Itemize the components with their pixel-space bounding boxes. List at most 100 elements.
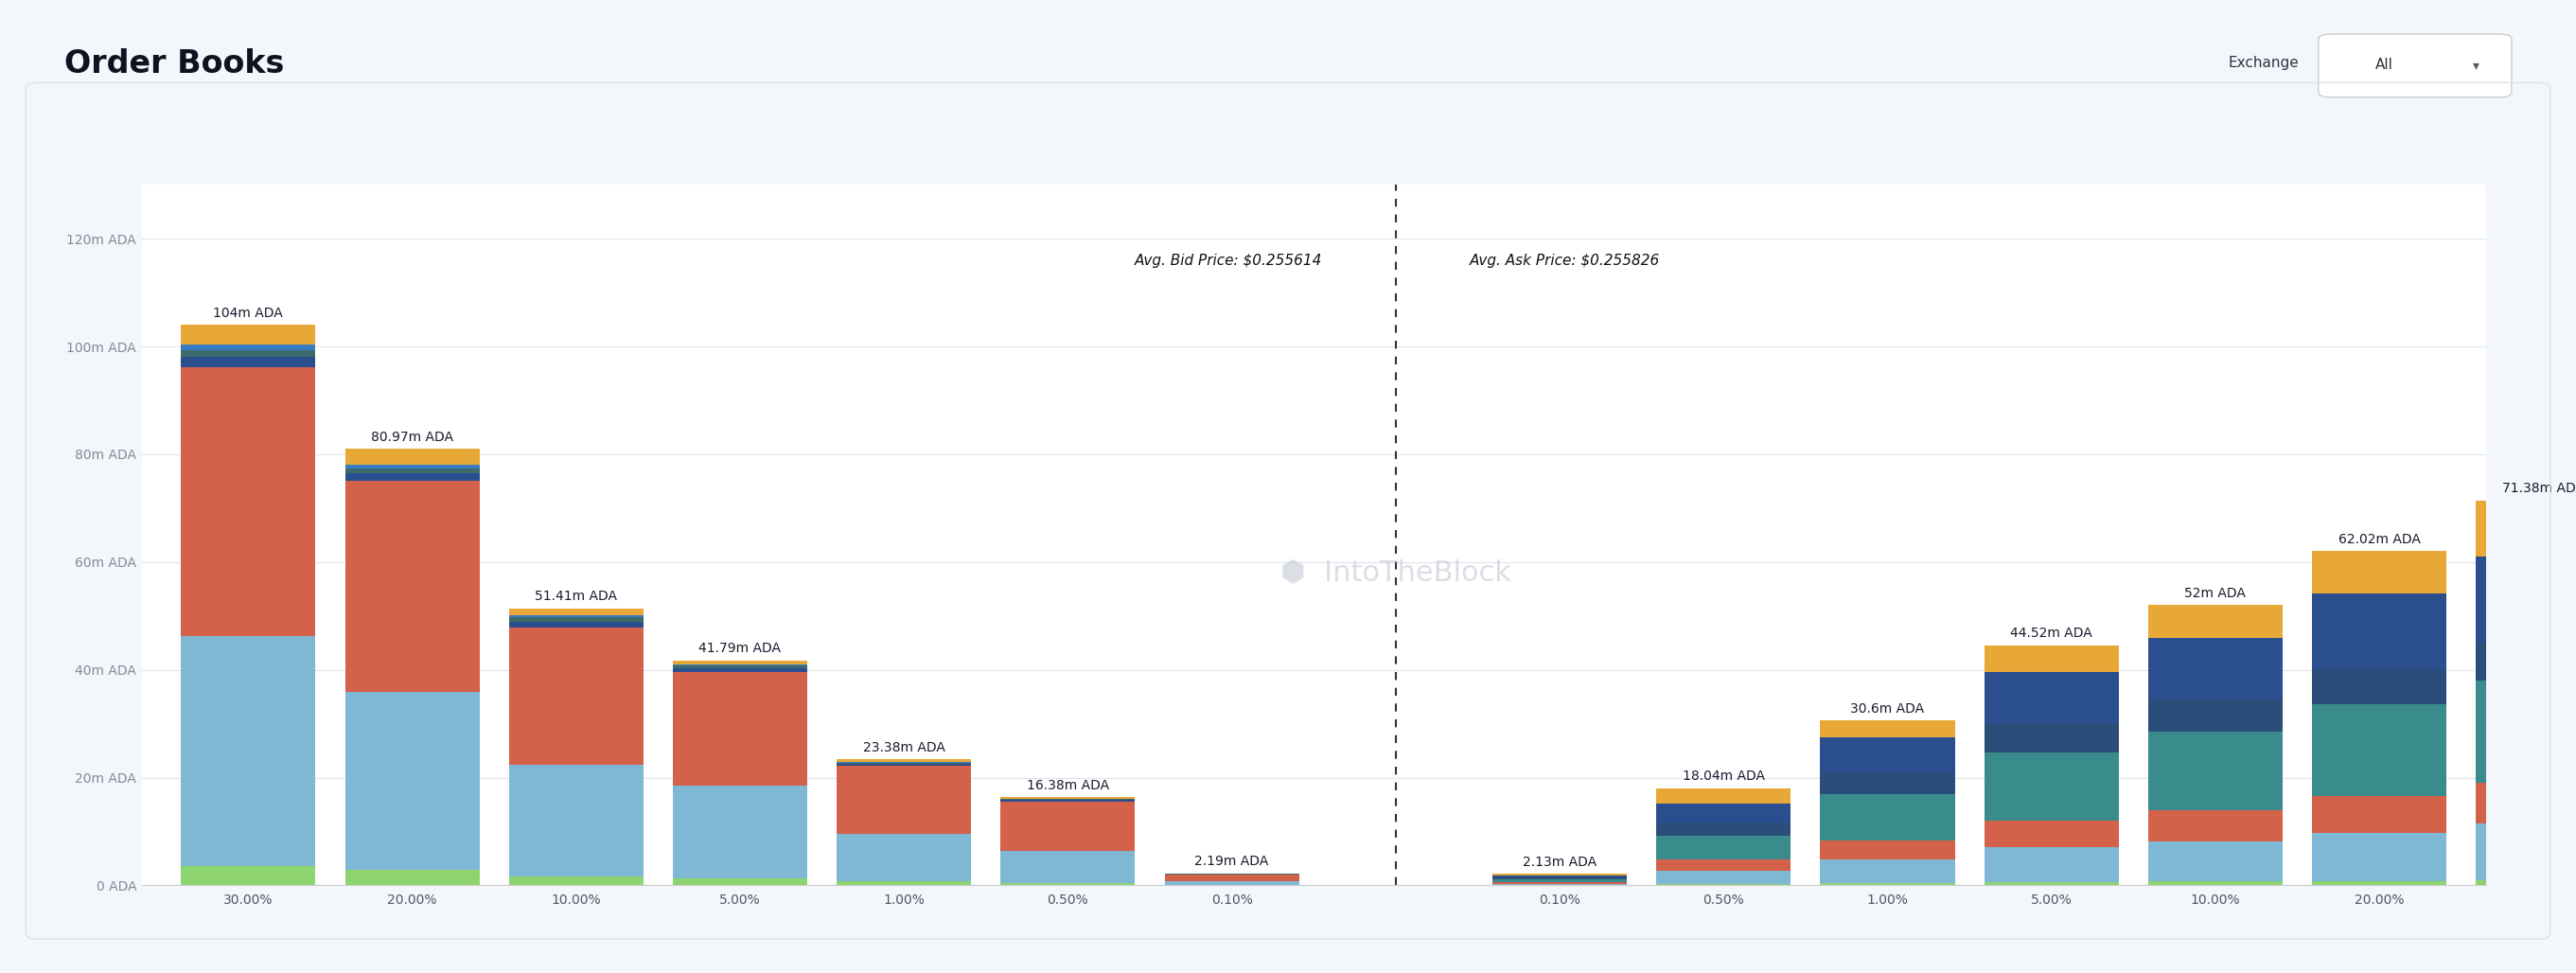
Text: 71.38m ADA: 71.38m ADA bbox=[2501, 483, 2576, 495]
Bar bbox=[1492, 876, 1628, 878]
Bar bbox=[672, 666, 806, 668]
Text: 23.38m ADA: 23.38m ADA bbox=[863, 740, 945, 754]
Text: 18.04m ADA: 18.04m ADA bbox=[1682, 770, 1765, 783]
Bar bbox=[2313, 594, 2447, 669]
Text: ⬢  IntoTheBlock: ⬢ IntoTheBlock bbox=[1280, 559, 1512, 587]
Bar bbox=[837, 764, 971, 766]
Bar bbox=[2476, 681, 2576, 783]
Text: 80.97m ADA: 80.97m ADA bbox=[371, 430, 453, 444]
Bar bbox=[999, 850, 1136, 883]
Bar bbox=[345, 468, 479, 473]
Bar bbox=[1984, 672, 2117, 723]
Bar bbox=[672, 661, 806, 665]
Bar bbox=[1492, 883, 1628, 885]
Bar bbox=[510, 608, 644, 615]
Bar bbox=[672, 672, 806, 785]
Bar bbox=[1656, 860, 1790, 871]
Bar bbox=[1821, 738, 1955, 773]
Bar bbox=[2148, 732, 2282, 810]
Bar bbox=[672, 668, 806, 672]
Bar bbox=[2476, 501, 2576, 557]
Bar bbox=[1821, 721, 1955, 738]
Bar bbox=[180, 325, 314, 344]
Bar bbox=[510, 877, 644, 885]
Bar bbox=[1164, 875, 1298, 882]
Bar bbox=[1984, 723, 2117, 753]
Bar bbox=[2313, 833, 2447, 882]
Bar bbox=[1164, 882, 1298, 885]
Text: Avg. Ask Price: $0.255826: Avg. Ask Price: $0.255826 bbox=[1468, 253, 1659, 268]
Bar bbox=[837, 763, 971, 764]
Bar bbox=[999, 797, 1136, 799]
Text: ▾: ▾ bbox=[2473, 58, 2481, 72]
Bar bbox=[1492, 880, 1628, 883]
Bar bbox=[1821, 773, 1955, 794]
Bar bbox=[510, 765, 644, 877]
Bar bbox=[837, 834, 971, 882]
Text: 52m ADA: 52m ADA bbox=[2184, 587, 2246, 599]
Bar bbox=[2476, 823, 2576, 880]
Bar bbox=[345, 473, 479, 481]
Bar bbox=[1821, 883, 1955, 885]
Bar bbox=[510, 622, 644, 628]
Bar bbox=[999, 802, 1136, 850]
Bar bbox=[2476, 783, 2576, 823]
Text: 44.52m ADA: 44.52m ADA bbox=[2009, 627, 2092, 640]
Bar bbox=[1656, 871, 1790, 884]
Text: All: All bbox=[2375, 58, 2393, 72]
Bar bbox=[1492, 878, 1628, 880]
Bar bbox=[180, 344, 314, 350]
Text: Exchange: Exchange bbox=[2228, 56, 2298, 70]
Bar bbox=[345, 692, 479, 870]
Bar bbox=[345, 481, 479, 692]
Bar bbox=[1984, 645, 2117, 672]
FancyBboxPatch shape bbox=[2318, 34, 2512, 97]
Bar bbox=[2313, 796, 2447, 833]
Bar bbox=[2313, 669, 2447, 704]
Text: Avg. Bid Price: $0.255614: Avg. Bid Price: $0.255614 bbox=[1133, 253, 1321, 268]
Bar bbox=[2148, 810, 2282, 842]
Bar bbox=[180, 866, 314, 885]
Bar bbox=[510, 615, 644, 618]
Bar bbox=[2148, 842, 2282, 882]
Bar bbox=[345, 450, 479, 464]
Text: 30.6m ADA: 30.6m ADA bbox=[1850, 702, 1924, 715]
Bar bbox=[2148, 637, 2282, 700]
Bar bbox=[2313, 882, 2447, 885]
Bar bbox=[2148, 882, 2282, 885]
Bar bbox=[345, 870, 479, 885]
Bar bbox=[837, 766, 971, 834]
Bar bbox=[1984, 820, 2117, 847]
Text: 2.19m ADA: 2.19m ADA bbox=[1195, 855, 1270, 868]
Bar bbox=[672, 785, 806, 879]
Bar bbox=[999, 800, 1136, 802]
Text: 62.02m ADA: 62.02m ADA bbox=[2339, 532, 2421, 546]
Bar bbox=[180, 367, 314, 636]
Text: 104m ADA: 104m ADA bbox=[214, 306, 283, 319]
Text: 16.38m ADA: 16.38m ADA bbox=[1028, 778, 1110, 792]
Text: 51.41m ADA: 51.41m ADA bbox=[536, 590, 618, 603]
Bar bbox=[2476, 880, 2576, 885]
Text: Order Books: Order Books bbox=[64, 49, 283, 80]
Bar bbox=[1656, 804, 1790, 822]
Bar bbox=[2476, 557, 2576, 643]
Bar bbox=[1656, 836, 1790, 860]
Bar bbox=[510, 628, 644, 765]
Bar bbox=[180, 636, 314, 866]
Bar bbox=[2148, 700, 2282, 732]
Bar bbox=[837, 882, 971, 885]
Bar bbox=[1821, 840, 1955, 859]
Bar bbox=[2313, 704, 2447, 796]
Bar bbox=[2148, 605, 2282, 637]
Bar bbox=[1656, 788, 1790, 804]
Bar bbox=[672, 665, 806, 666]
Bar bbox=[1984, 753, 2117, 820]
Bar bbox=[180, 357, 314, 367]
Bar bbox=[345, 464, 479, 468]
Bar bbox=[837, 762, 971, 763]
Bar bbox=[1821, 859, 1955, 883]
Bar bbox=[672, 879, 806, 885]
Text: 41.79m ADA: 41.79m ADA bbox=[698, 641, 781, 655]
Bar bbox=[1656, 884, 1790, 885]
Bar bbox=[2476, 643, 2576, 681]
